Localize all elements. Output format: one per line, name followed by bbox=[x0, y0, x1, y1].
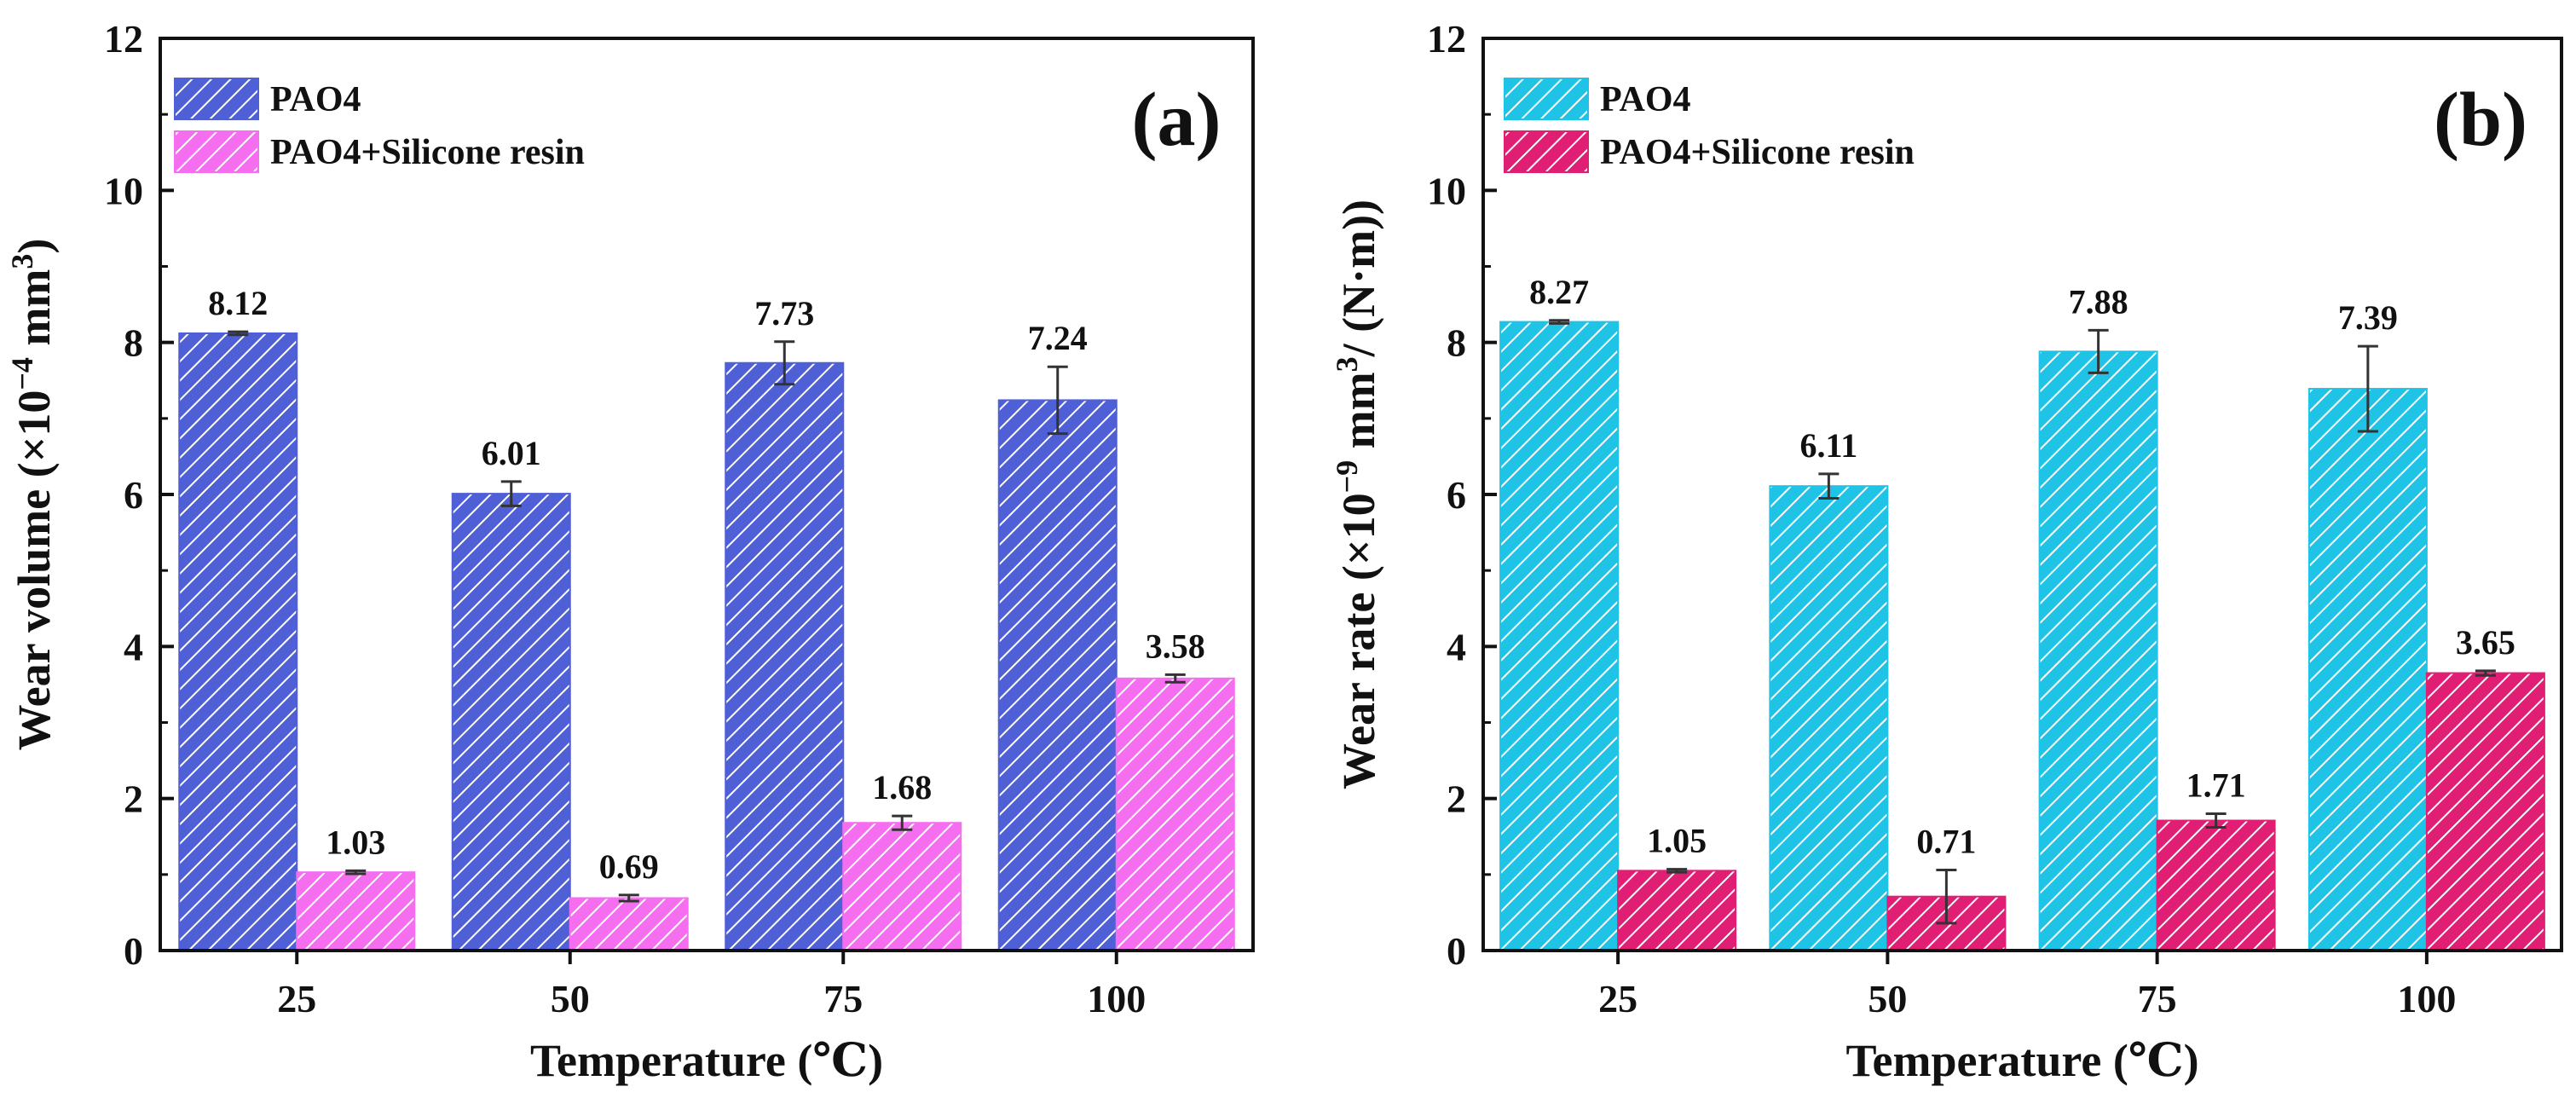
bar-hatch bbox=[997, 399, 1118, 951]
legend-label: PAO4 bbox=[1600, 80, 1691, 119]
bar-hatch bbox=[725, 361, 845, 952]
y-axis-label: Wear volume (×10−4 mm3) bbox=[5, 239, 60, 751]
value-label: 3.65 bbox=[2456, 623, 2515, 662]
chart-panel-a: 8.12 6.01 7.73 7.24 1.03 0.69 1.68 3.58 0 2 4 6 8 10 1… bbox=[5, 17, 1255, 1086]
bar-hatch bbox=[1499, 321, 1620, 951]
chart-panel-b: 8.27 6.11 7.88 7.39 1.05 0.71 1.71 3.65 0 2 4 6 8 10 1… bbox=[1330, 17, 2563, 1086]
bar-hatch bbox=[2307, 388, 2428, 951]
y-axis-label-part: ) bbox=[9, 239, 60, 254]
x-tick-label: 25 bbox=[1598, 977, 1637, 1020]
y-axis-label: Wear rate (×10−9 mm3/ (N·m)) bbox=[1330, 199, 1384, 789]
x-axis-label: Temperature (℃) bbox=[1845, 1035, 2198, 1086]
bar-hatch bbox=[178, 332, 298, 951]
legend-swatch-hatch bbox=[174, 130, 259, 173]
bar-hatch bbox=[842, 822, 962, 952]
y-tick-label: 6 bbox=[1447, 473, 1466, 517]
value-label: 0.71 bbox=[1916, 822, 1976, 860]
value-label: 7.88 bbox=[2069, 282, 2128, 321]
value-label: 7.39 bbox=[2338, 298, 2398, 337]
y-axis-label-superscript: −9 bbox=[1330, 460, 1364, 494]
y-axis-label-part: mm bbox=[1333, 372, 1384, 460]
y-tick-label: 10 bbox=[104, 169, 143, 212]
legend-label: PAO4+Silicone resin bbox=[1600, 133, 1915, 172]
x-axis-label: Temperature (℃) bbox=[530, 1035, 883, 1086]
x-tick-label: 50 bbox=[551, 977, 590, 1020]
value-label: 1.03 bbox=[326, 823, 385, 861]
y-tick-label: 2 bbox=[1447, 777, 1466, 821]
value-label: 0.69 bbox=[599, 847, 659, 886]
bar-hatch bbox=[1769, 485, 1889, 951]
x-tick-label: 25 bbox=[277, 977, 316, 1020]
value-label: 1.71 bbox=[2186, 766, 2246, 805]
bar-hatch bbox=[2038, 350, 2158, 952]
y-axis-label-part: mm bbox=[9, 269, 60, 357]
y-axis-label-superscript: −4 bbox=[5, 357, 39, 390]
y-tick-label: 6 bbox=[124, 473, 143, 517]
bar-hatch bbox=[451, 493, 571, 951]
bar-hatch bbox=[2156, 819, 2276, 952]
legend-swatch-hatch bbox=[174, 78, 259, 120]
bar-hatch bbox=[2425, 672, 2545, 952]
value-label: 7.24 bbox=[1028, 319, 1088, 357]
bar-hatch bbox=[296, 871, 416, 951]
panel-label: (a) bbox=[1132, 78, 1222, 162]
x-tick-label: 100 bbox=[1087, 977, 1146, 1020]
y-axis-label-superscript: 3 bbox=[1330, 356, 1364, 372]
bar-hatch bbox=[1115, 677, 1235, 951]
value-label: 7.73 bbox=[754, 294, 814, 332]
value-label: 6.01 bbox=[482, 434, 541, 472]
y-axis-label-part: Wear volume (×10 bbox=[9, 390, 60, 751]
panel-label: (b) bbox=[2434, 78, 2527, 162]
bar-hatch bbox=[569, 897, 689, 951]
y-tick-label: 12 bbox=[1427, 17, 1466, 61]
y-tick-label: 4 bbox=[124, 625, 143, 668]
legend-swatch-hatch bbox=[1504, 130, 1589, 173]
y-tick-label: 10 bbox=[1427, 169, 1466, 212]
value-label: 8.12 bbox=[208, 284, 268, 322]
y-axis-label-part: Wear rate (×10 bbox=[1333, 493, 1384, 789]
value-label: 3.58 bbox=[1146, 627, 1205, 665]
x-tick-label: 75 bbox=[2138, 977, 2177, 1020]
x-tick-label: 100 bbox=[2397, 977, 2456, 1020]
legend-label: PAO4+Silicone resin bbox=[270, 133, 585, 172]
legend-swatch-hatch bbox=[1504, 78, 1589, 120]
y-tick-label: 2 bbox=[124, 777, 143, 821]
bar-hatch bbox=[1617, 870, 1737, 951]
y-tick-label: 0 bbox=[124, 929, 143, 973]
y-tick-label: 4 bbox=[1447, 625, 1466, 668]
x-tick-label: 50 bbox=[1868, 977, 1907, 1020]
value-label: 8.27 bbox=[1529, 273, 1589, 311]
y-axis-label-superscript: 3 bbox=[5, 254, 39, 269]
value-label: 1.05 bbox=[1647, 822, 1707, 860]
y-tick-label: 12 bbox=[104, 17, 143, 61]
y-axis-label-part: / (N·m)) bbox=[1333, 199, 1384, 357]
y-tick-label: 8 bbox=[124, 321, 143, 365]
y-tick-label: 8 bbox=[1447, 321, 1466, 365]
value-label: 1.68 bbox=[872, 768, 932, 806]
legend-label: PAO4 bbox=[270, 80, 361, 119]
value-label: 6.11 bbox=[1799, 426, 1857, 465]
x-tick-label: 75 bbox=[823, 977, 863, 1020]
y-tick-label: 0 bbox=[1447, 929, 1466, 973]
